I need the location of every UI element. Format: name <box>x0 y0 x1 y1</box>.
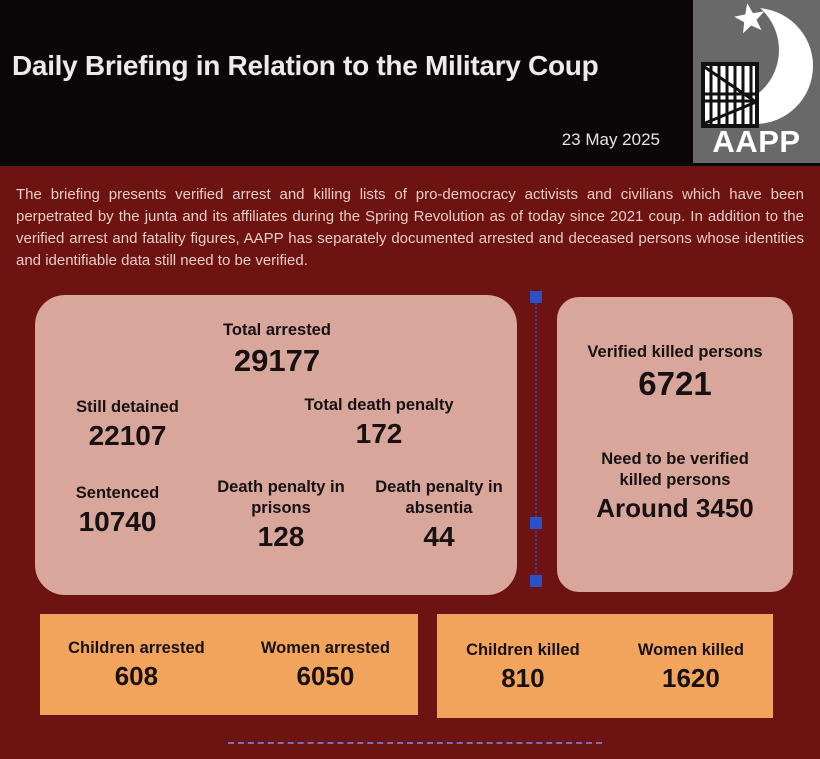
page-title: Daily Briefing in Relation to the Milita… <box>12 50 599 81</box>
stat-value: 608 <box>114 661 159 692</box>
stat-children-killed: Children killed 810 <box>466 640 580 693</box>
stat-label: Total death penalty <box>304 396 454 414</box>
stat-value: 22107 <box>88 420 167 451</box>
header: Daily Briefing in Relation to the Milita… <box>0 0 820 166</box>
divider-dotted-line <box>535 295 537 585</box>
divider-square-bottom <box>530 575 542 587</box>
stat-death-penalty-prisons: Death penalty in prisons 128 <box>216 477 346 553</box>
logo-wordmark: AAPP <box>712 124 801 159</box>
crescent-star-prison-icon <box>697 3 813 128</box>
divider-square-top <box>530 291 542 303</box>
stat-label: Children arrested <box>68 639 205 658</box>
stat-still-detained: Still detained 22107 <box>40 397 215 452</box>
stat-children-arrested: Children arrested 608 <box>68 638 205 691</box>
bottom-dotted-divider <box>228 742 602 744</box>
stat-value: 810 <box>501 662 545 693</box>
stat-total-death-penalty: Total death penalty 172 <box>279 395 479 450</box>
stat-label: Need to be verified killed persons <box>601 450 749 489</box>
stat-value: 44 <box>423 521 455 552</box>
stat-value: 10740 <box>78 506 157 537</box>
killed-demographics-bar: Children killed 810 Women killed 1620 <box>437 614 773 718</box>
stat-label: Women killed <box>637 640 744 659</box>
stat-value: 6050 <box>296 661 355 692</box>
stat-value: Around 3450 <box>596 493 754 523</box>
arrested-demographics-bar: Children arrested 608 Women arrested 605… <box>40 614 418 715</box>
stat-total-arrested: Total arrested 29177 <box>167 320 387 378</box>
killed-stats-panel: Verified killed persons 6721 Need to be … <box>557 297 793 592</box>
stat-death-penalty-absentia: Death penalty in absentia 44 <box>374 477 504 553</box>
stat-label: Still detained <box>76 398 179 416</box>
stat-value: 1620 <box>661 662 720 693</box>
stat-value: 29177 <box>233 343 321 378</box>
prison-bars-icon <box>701 62 759 128</box>
arrest-stats-panel: Total arrested 29177 Still detained 2210… <box>35 295 517 595</box>
stat-need-verified-killed: Need to be verified killed persons Aroun… <box>580 449 770 523</box>
stat-value: 6721 <box>638 365 712 402</box>
aapp-logo: AAPP <box>693 0 820 163</box>
stat-label: Death penalty in prisons <box>217 478 345 517</box>
stat-label: Sentenced <box>75 484 160 502</box>
stat-label: Death penalty in absentia <box>375 478 503 517</box>
stat-value: 128 <box>257 521 305 552</box>
stat-label: Women arrested <box>260 639 390 658</box>
stat-label: Children killed <box>466 640 580 659</box>
vertical-dotted-divider <box>529 291 543 589</box>
date-label: 23 May 2025 <box>561 130 660 149</box>
divider-square-mid <box>530 517 542 529</box>
stat-value: 172 <box>355 418 403 449</box>
stat-verified-killed: Verified killed persons 6721 <box>557 342 793 402</box>
stat-sentenced: Sentenced 10740 <box>40 483 195 538</box>
stat-label: Total arrested <box>223 321 331 339</box>
stat-women-killed: Women killed 1620 <box>638 640 744 693</box>
stat-women-arrested: Women arrested 6050 <box>261 638 390 691</box>
stat-label: Verified killed persons <box>587 343 763 361</box>
intro-paragraph: The briefing presents verified arrest an… <box>16 186 804 269</box>
star-icon <box>734 3 765 34</box>
